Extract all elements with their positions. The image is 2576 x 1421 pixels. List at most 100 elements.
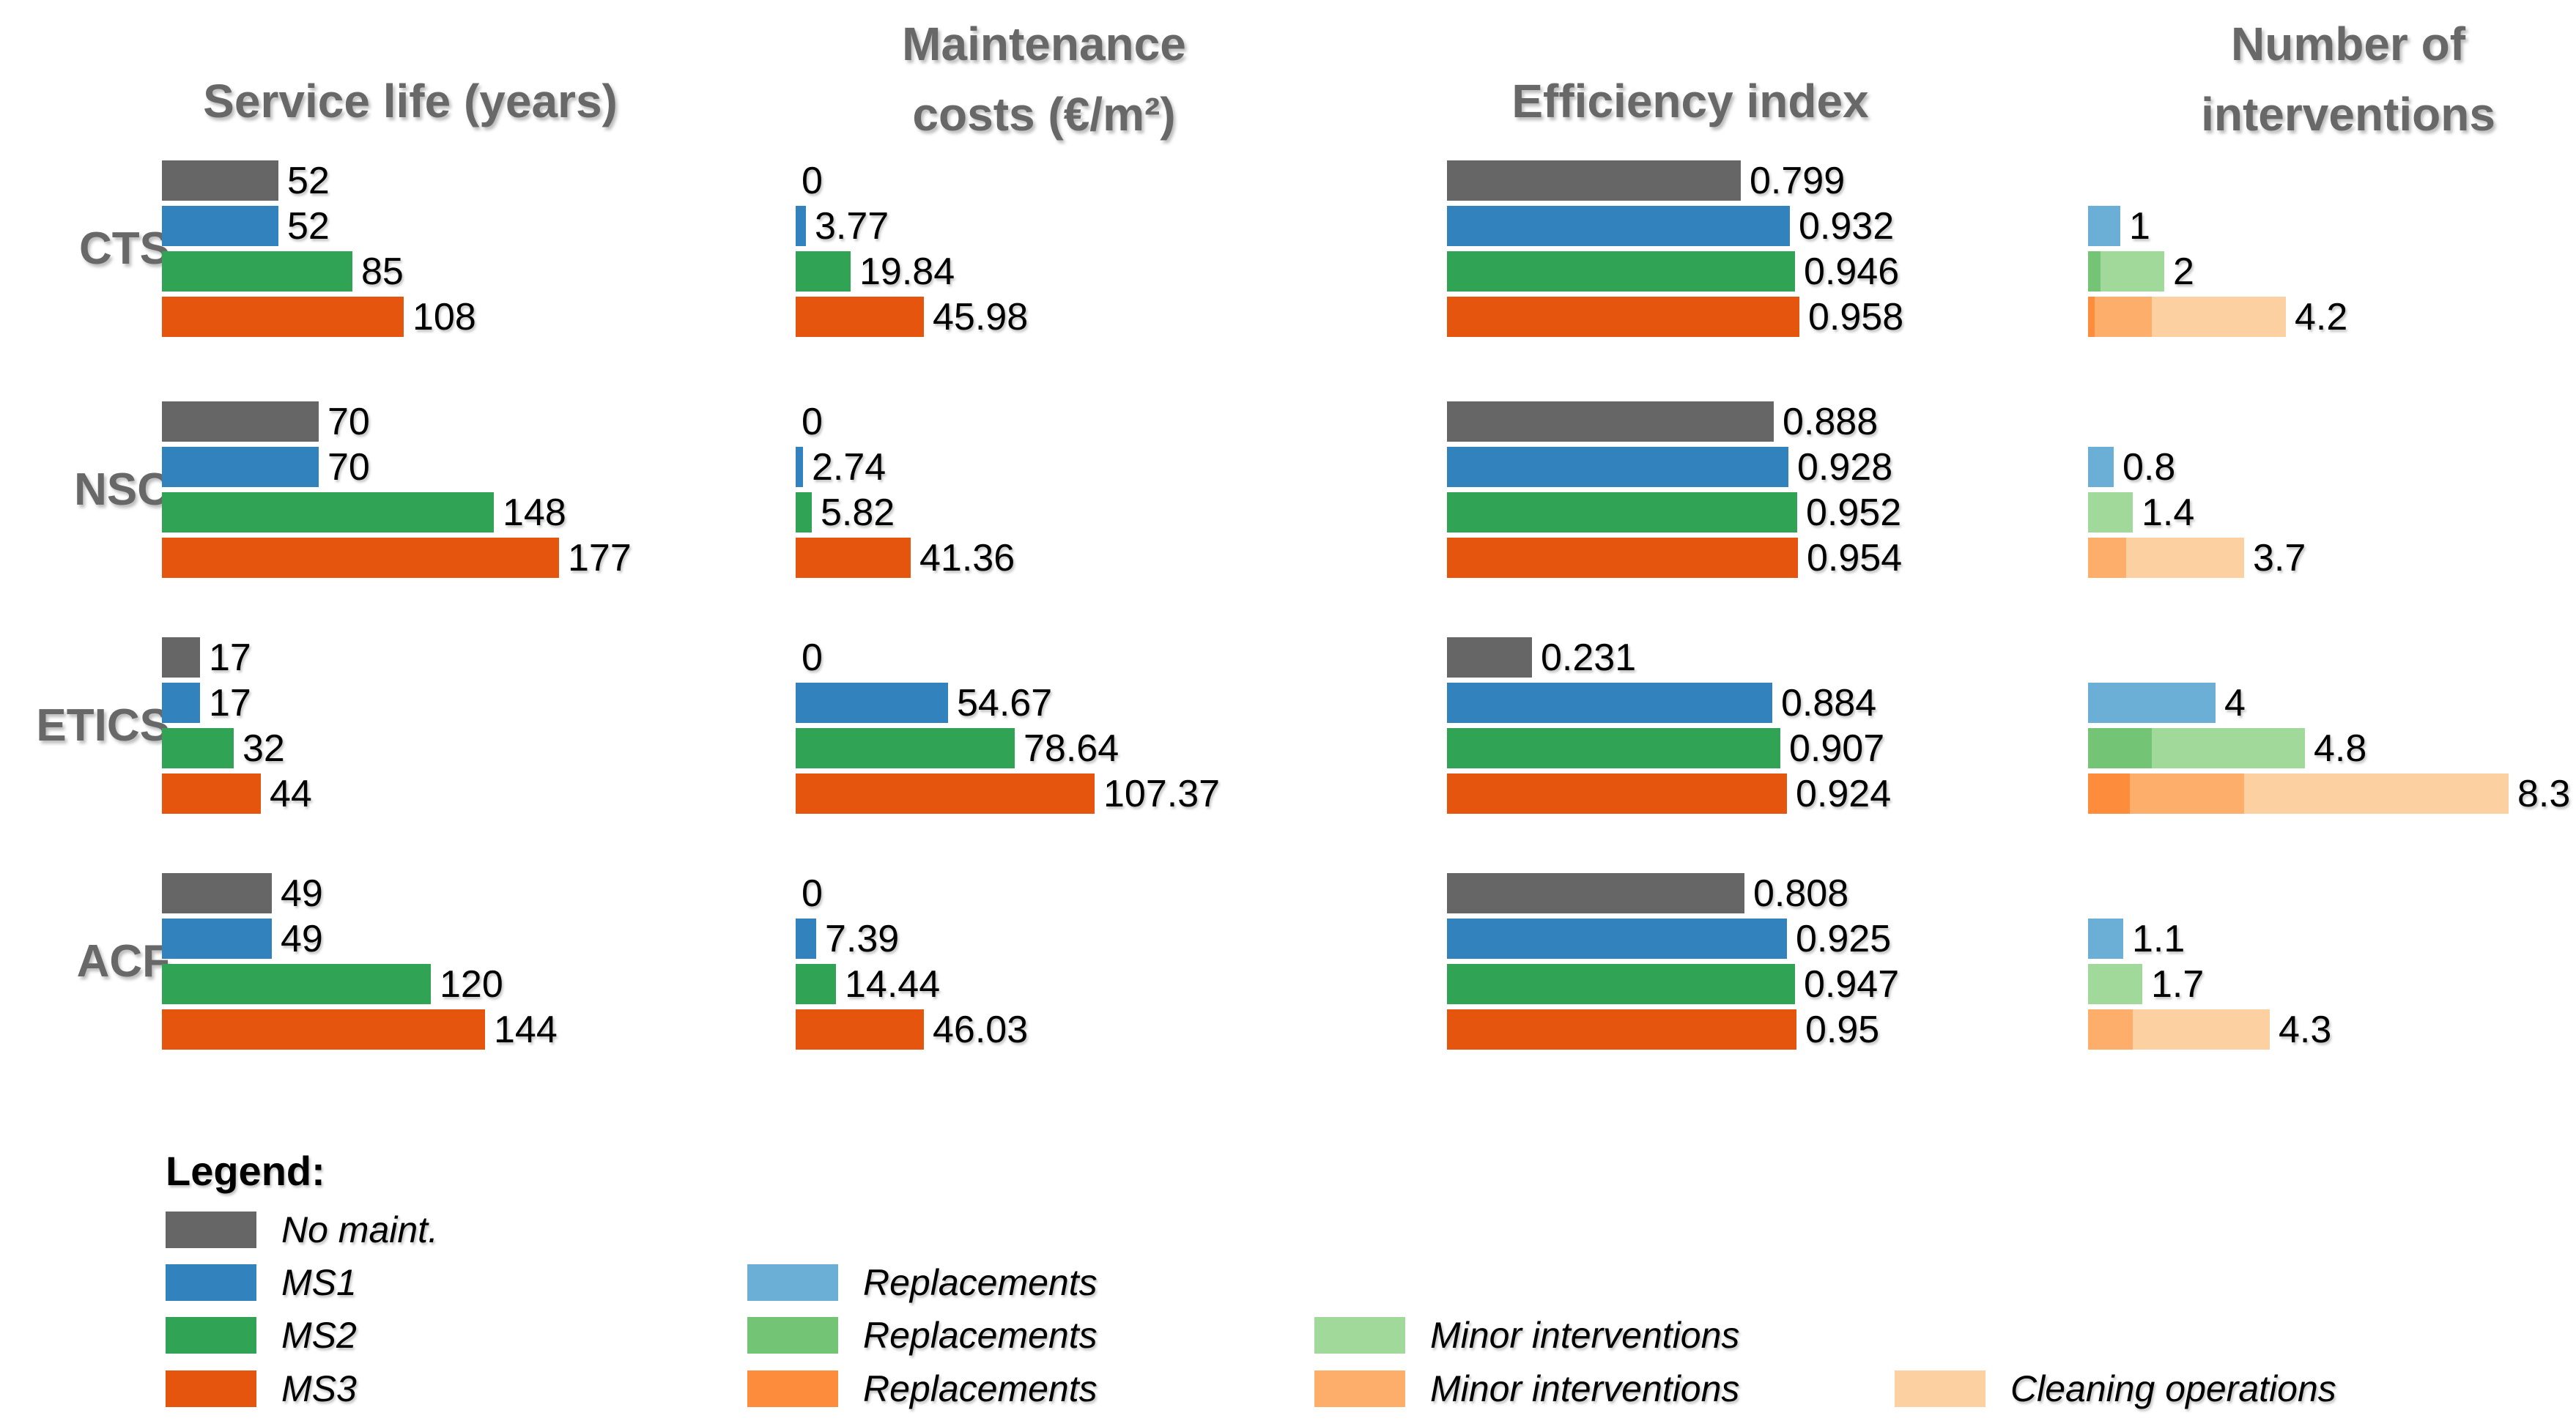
bar-label-etics-ms1-maintenance_costs: 54.67 xyxy=(957,681,1053,724)
bar-nsc-ms2-efficiency_index xyxy=(1447,492,1797,533)
bar-segment-etics-ms2-replacements xyxy=(2088,728,2152,768)
bar-acf-ms3-efficiency_index xyxy=(1447,1009,1796,1050)
bar-label-acf-ms2-minor-interventions: 1.7 xyxy=(2151,962,2205,1006)
bar-label-cts-no_maint-efficiency_index: 0.799 xyxy=(1750,159,1846,202)
bar-cts-ms1-service_life xyxy=(162,206,278,246)
bar-segment-acf-ms2-minor-interventions xyxy=(2088,964,2142,1004)
bar-label-etics-ms3-service_life: 44 xyxy=(270,772,312,815)
legend-swatch-ms1 xyxy=(166,1264,256,1301)
bar-label-nsc-ms3-cleaning-operations: 3.7 xyxy=(2253,536,2306,579)
bar-label-acf-ms3-maintenance_costs: 46.03 xyxy=(933,1008,1029,1051)
bar-label-nsc-ms3-service_life: 177 xyxy=(568,536,632,579)
bar-label-etics-ms2-service_life: 32 xyxy=(243,727,285,770)
bar-label-acf-ms3-service_life: 144 xyxy=(494,1008,558,1051)
bar-label-etics-ms3-maintenance_costs: 107.37 xyxy=(1103,772,1221,815)
bar-segment-cts-ms3-cleaning-operations xyxy=(2152,297,2286,337)
bar-label-etics-ms2-maintenance_costs: 78.64 xyxy=(1024,727,1119,770)
bar-segment-nsc-ms3-minor-interventions xyxy=(2088,538,2126,578)
bar-label-etics-ms2-efficiency_index: 0.907 xyxy=(1789,727,1885,770)
row-label-nsc: NSC xyxy=(74,464,170,515)
legend-label-replacements: Replacements xyxy=(863,1368,1098,1409)
bar-label-etics-ms1-replacements: 4 xyxy=(2224,681,2246,724)
bar-etics-ms3-service_life xyxy=(162,773,261,814)
legend-swatch-ms2-minor xyxy=(1314,1317,1405,1354)
bar-label-cts-ms2-service_life: 85 xyxy=(361,250,404,293)
bar-etics-ms3-maintenance_costs xyxy=(796,773,1095,814)
bar-label-acf-ms3-efficiency_index: 0.95 xyxy=(1805,1008,1880,1051)
bar-label-nsc-ms3-maintenance_costs: 41.36 xyxy=(919,536,1015,579)
panel-title-line: Maintenance xyxy=(902,18,1186,70)
panel-title-number-of-interventions: Number of interventions xyxy=(2201,9,2495,149)
bar-etics-ms2-service_life xyxy=(162,728,234,768)
legend-swatch-ms2 xyxy=(166,1317,256,1354)
panel-title-service-life: Service life (years) xyxy=(203,75,618,127)
legend-label-minor-interventions: Minor interventions xyxy=(1430,1315,1740,1356)
bar-nsc-ms3-service_life xyxy=(162,538,559,578)
bar-label-nsc-ms1-replacements: 0.8 xyxy=(2122,445,2176,489)
bar-cts-ms1-maintenance_costs xyxy=(796,206,806,246)
legend-swatch-ms2-replacements xyxy=(747,1317,838,1354)
bar-segment-nsc-ms2-minor-interventions xyxy=(2088,492,2133,533)
bar-cts-ms2-maintenance_costs xyxy=(796,251,851,292)
panel-title-efficiency-index: Efficiency index xyxy=(1511,75,1869,127)
bar-etics-no_maint-service_life xyxy=(162,637,200,678)
bar-label-cts-no_maint-service_life: 52 xyxy=(287,159,330,202)
bar-cts-ms3-maintenance_costs xyxy=(796,297,924,337)
legend-label-ms1: MS1 xyxy=(281,1262,357,1303)
bar-cts-no_maint-efficiency_index xyxy=(1447,160,1741,201)
bar-label-acf-ms1-maintenance_costs: 7.39 xyxy=(825,917,900,960)
bar-label-cts-ms1-service_life: 52 xyxy=(287,204,330,248)
bar-acf-ms1-maintenance_costs xyxy=(796,919,816,959)
bar-segment-etics-ms1-replacements xyxy=(2088,683,2216,723)
bar-label-acf-no_maint-efficiency_index: 0.808 xyxy=(1753,872,1849,915)
bar-cts-ms2-efficiency_index xyxy=(1447,251,1795,292)
bar-label-cts-ms1-efficiency_index: 0.932 xyxy=(1799,204,1895,248)
bar-segment-acf-ms1-replacements xyxy=(2088,919,2123,959)
bar-segment-etics-ms3-replacements xyxy=(2088,773,2130,814)
bar-label-cts-ms1-maintenance_costs: 3.77 xyxy=(815,204,889,248)
bar-label-cts-ms2-efficiency_index: 0.946 xyxy=(1804,250,1900,293)
bar-nsc-ms1-maintenance_costs xyxy=(796,447,803,487)
bar-label-nsc-ms3-efficiency_index: 0.954 xyxy=(1807,536,1903,579)
bar-segment-cts-ms3-minor-interventions xyxy=(2095,297,2152,337)
bar-segment-etics-ms3-minor-interventions xyxy=(2130,773,2245,814)
bar-acf-ms1-efficiency_index xyxy=(1447,919,1787,959)
bar-cts-ms3-service_life xyxy=(162,297,404,337)
bar-label-cts-ms3-efficiency_index: 0.958 xyxy=(1808,295,1904,338)
legend-label-replacements: Replacements xyxy=(863,1315,1098,1356)
legend-swatch-ms3-replacements xyxy=(747,1370,838,1407)
bar-acf-ms2-maintenance_costs xyxy=(796,964,836,1004)
bar-label-etics-ms3-cleaning-operations: 8.3 xyxy=(2517,772,2571,815)
bar-label-acf-no_maint-service_life: 49 xyxy=(281,872,323,915)
bar-cts-ms2-service_life xyxy=(162,251,352,292)
bar-label-cts-ms2-maintenance_costs: 19.84 xyxy=(859,250,955,293)
bar-segment-nsc-ms3-cleaning-operations xyxy=(2126,538,2244,578)
bar-label-nsc-ms1-service_life: 70 xyxy=(327,445,370,489)
panel-title-line: interventions xyxy=(2201,88,2495,141)
legend-label-cleaning-operations: Cleaning operations xyxy=(2010,1368,2336,1409)
bar-acf-ms2-efficiency_index xyxy=(1447,964,1795,1004)
bar-etics-no_maint-efficiency_index xyxy=(1447,637,1532,678)
bar-label-nsc-ms2-minor-interventions: 1.4 xyxy=(2142,491,2195,534)
bar-label-etics-no_maint-service_life: 17 xyxy=(209,636,251,679)
bar-acf-ms3-service_life xyxy=(162,1009,485,1050)
bar-label-cts-ms1-replacements: 1 xyxy=(2129,204,2150,248)
bar-label-acf-no_maint-maintenance_costs: 0 xyxy=(802,872,823,915)
bar-cts-ms3-efficiency_index xyxy=(1447,297,1799,337)
bar-label-nsc-ms1-maintenance_costs: 2.74 xyxy=(812,445,887,489)
bar-label-acf-ms2-efficiency_index: 0.947 xyxy=(1804,962,1900,1006)
bar-segment-nsc-ms1-replacements xyxy=(2088,447,2114,487)
bar-acf-ms1-service_life xyxy=(162,919,272,959)
bar-segment-etics-ms2-minor-interventions xyxy=(2152,728,2305,768)
bar-acf-ms3-maintenance_costs xyxy=(796,1009,924,1050)
legend-label-minor-interventions: Minor interventions xyxy=(1430,1368,1740,1409)
legend-label-ms2: MS2 xyxy=(281,1315,357,1356)
bar-label-nsc-ms1-efficiency_index: 0.928 xyxy=(1797,445,1893,489)
bar-label-acf-ms2-service_life: 120 xyxy=(440,962,503,1006)
legend-label-replacements: Replacements xyxy=(863,1262,1098,1303)
bar-nsc-ms3-efficiency_index xyxy=(1447,538,1798,578)
row-label-etics: ETICS xyxy=(36,700,170,751)
bar-label-cts-ms3-cleaning-operations: 4.2 xyxy=(2295,295,2348,338)
legend-swatch-ms3 xyxy=(166,1370,256,1407)
